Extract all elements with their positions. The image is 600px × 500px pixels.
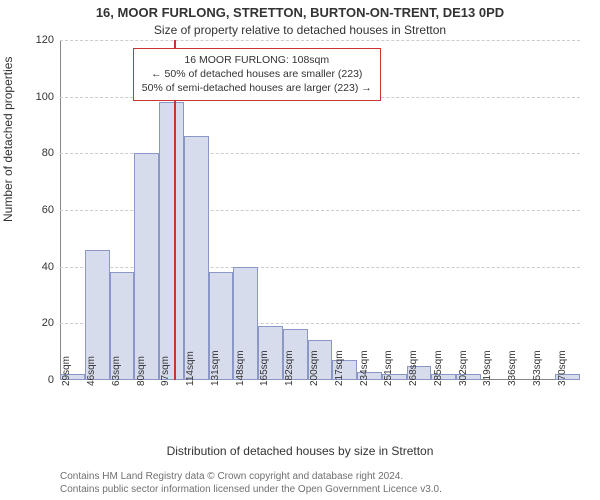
- y-axis-label: Number of detached properties: [1, 57, 15, 222]
- x-tick-label: 97sqm: [160, 356, 171, 386]
- y-tick-label: 80: [42, 147, 54, 159]
- y-tick-label: 20: [42, 317, 54, 329]
- attribution-line2: Contains public sector information licen…: [60, 483, 590, 496]
- x-tick-label: 302sqm: [458, 350, 469, 386]
- x-tick-label: 63sqm: [111, 356, 122, 386]
- y-tick-label: 120: [36, 34, 54, 46]
- attribution-line1: Contains HM Land Registry data © Crown c…: [60, 470, 590, 483]
- x-tick-label: 182sqm: [284, 350, 295, 386]
- x-tick-label: 336sqm: [507, 350, 518, 386]
- x-axis-label: Distribution of detached houses by size …: [0, 444, 600, 458]
- chart-container: 16, MOOR FURLONG, STRETTON, BURTON-ON-TR…: [0, 0, 600, 500]
- x-tick-label: 165sqm: [259, 350, 270, 386]
- chart-title-main: 16, MOOR FURLONG, STRETTON, BURTON-ON-TR…: [0, 5, 600, 20]
- annotation-line3: 50% of semi-detached houses are larger (…: [142, 81, 372, 95]
- x-tick-label: 200sqm: [309, 350, 320, 386]
- x-tick-label: 80sqm: [136, 356, 147, 386]
- y-tick-label: 0: [48, 374, 54, 386]
- x-tick-label: 29sqm: [61, 356, 72, 386]
- x-tick-label: 114sqm: [185, 351, 196, 386]
- plot-area: 020406080100120 29sqm46sqm63sqm80sqm97sq…: [60, 40, 580, 380]
- x-tick-label: 268sqm: [408, 350, 419, 386]
- x-tick-label: 131sqm: [210, 350, 221, 386]
- y-tick-label: 60: [42, 204, 54, 216]
- histogram-bar: [159, 102, 184, 380]
- chart-title-sub: Size of property relative to detached ho…: [0, 23, 600, 37]
- attribution-text: Contains HM Land Registry data © Crown c…: [60, 470, 590, 496]
- annotation-line1: 16 MOOR FURLONG: 108sqm: [142, 53, 372, 67]
- y-tick-label: 100: [36, 91, 54, 103]
- x-tick-label: 370sqm: [557, 350, 568, 386]
- x-tick-label: 217sqm: [334, 350, 345, 386]
- grid-line: [60, 40, 580, 41]
- x-tick-label: 234sqm: [359, 350, 370, 386]
- histogram-bar: [134, 153, 159, 380]
- annotation-line2: ← 50% of detached houses are smaller (22…: [142, 67, 372, 81]
- x-tick-label: 251sqm: [383, 350, 394, 386]
- x-tick-label: 353sqm: [532, 350, 543, 386]
- histogram-bar: [184, 136, 209, 380]
- x-tick-label: 46sqm: [86, 356, 97, 386]
- y-tick-label: 40: [42, 261, 54, 273]
- x-tick-label: 148sqm: [235, 350, 246, 386]
- annotation-box: 16 MOOR FURLONG: 108sqm ← 50% of detache…: [133, 48, 381, 101]
- x-tick-label: 319sqm: [482, 350, 493, 386]
- x-tick-label: 285sqm: [433, 350, 444, 386]
